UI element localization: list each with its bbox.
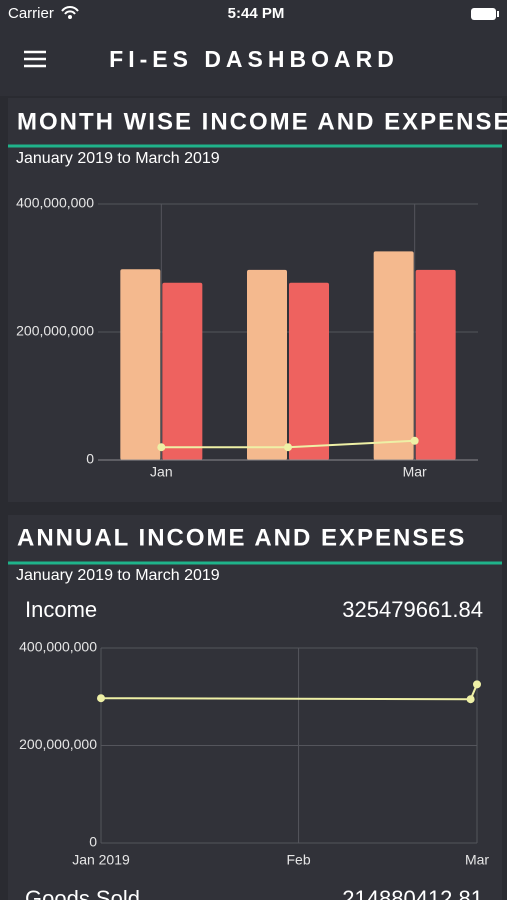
x-tick-label: Mar: [465, 852, 489, 868]
bar: [120, 269, 161, 460]
point: [284, 443, 292, 452]
bar: [247, 269, 287, 460]
y-tick-label: 400,000,000: [19, 639, 97, 655]
wifi-dot: [68, 15, 72, 19]
point: [473, 680, 481, 689]
card-title: MONTH WISE INCOME AND EXPENSES: [17, 108, 507, 135]
row-label: Goods Sold: [25, 886, 140, 900]
card-subtitle: January 2019 to March 2019: [16, 567, 220, 584]
row-value: 214880412.81: [342, 886, 483, 900]
bar: [162, 282, 203, 460]
point: [97, 694, 105, 703]
app-title: FI-ES DASHBOARD: [109, 46, 399, 72]
card-title: ANNUAL INCOME AND EXPENSES: [17, 524, 466, 551]
bar: [415, 269, 456, 460]
point: [466, 695, 475, 704]
battery-tip: [497, 11, 499, 17]
card: [8, 515, 502, 900]
y-tick-label: 400,000,000: [16, 195, 94, 211]
top-bar: [0, 0, 507, 96]
x-tick-label: Jan: [150, 464, 173, 480]
bar: [289, 282, 329, 460]
summary-label: Income: [25, 597, 97, 622]
bar: [373, 251, 414, 460]
battery-icon: [471, 8, 496, 20]
y-tick-label: 0: [86, 451, 94, 467]
carrier: Carrier: [8, 5, 54, 22]
summary-value: 325479661.84: [342, 597, 483, 622]
y-tick-label: 200,000,000: [19, 736, 97, 752]
point: [157, 443, 166, 452]
clock: 5:44 PM: [228, 5, 285, 22]
y-tick-label: 200,000,000: [16, 323, 94, 339]
menu-button[interactable]: [24, 50, 46, 68]
point: [410, 436, 419, 445]
x-tick-label: Feb: [286, 852, 310, 868]
wifi-icon: [61, 6, 79, 15]
x-tick-label: Jan 2019: [72, 852, 130, 868]
x-tick-label: Mar: [403, 464, 427, 480]
y-tick-label: 0: [89, 834, 97, 850]
card-subtitle: January 2019 to March 2019: [16, 150, 220, 167]
